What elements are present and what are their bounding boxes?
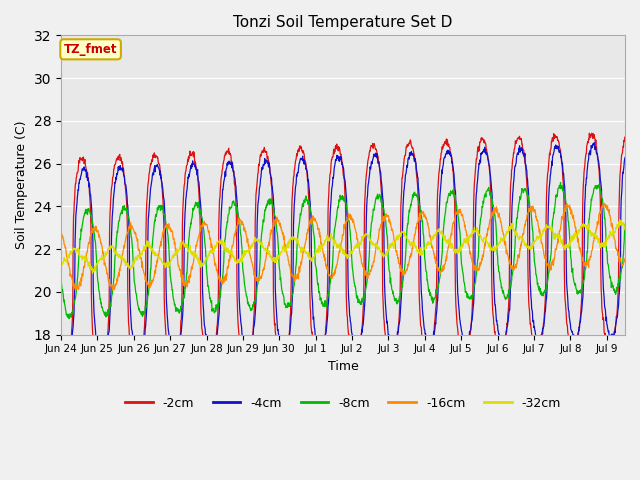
-8cm [220, 248, 228, 253]
-2cm [547, 147, 554, 153]
-16cm [170, 237, 177, 242]
-2cm [159, 194, 166, 200]
-16cm [547, 263, 554, 268]
Legend: -2cm, -4cm, -8cm, -16cm, -32cm: -2cm, -4cm, -8cm, -16cm, -32cm [120, 392, 566, 415]
-2cm [271, 329, 279, 335]
-4cm [621, 155, 629, 160]
-32cm [89, 271, 97, 276]
-32cm [484, 241, 492, 247]
X-axis label: Time: Time [328, 360, 358, 373]
Text: TZ_fmet: TZ_fmet [64, 43, 117, 56]
-8cm [170, 295, 177, 301]
-32cm [271, 255, 279, 261]
-4cm [591, 140, 598, 145]
-32cm [616, 216, 623, 222]
-8cm [57, 273, 65, 279]
-32cm [57, 263, 65, 269]
-4cm [484, 157, 492, 163]
-16cm [600, 201, 608, 206]
-4cm [63, 361, 70, 367]
Y-axis label: Soil Temperature (C): Soil Temperature (C) [15, 120, 28, 249]
-8cm [484, 187, 492, 193]
-2cm [60, 373, 68, 379]
-2cm [170, 361, 177, 367]
-4cm [220, 178, 228, 183]
Title: Tonzi Soil Temperature Set D: Tonzi Soil Temperature Set D [234, 15, 452, 30]
Line: -8cm: -8cm [61, 182, 625, 319]
-2cm [57, 362, 65, 368]
-16cm [271, 217, 279, 223]
-32cm [159, 259, 166, 265]
-2cm [484, 157, 492, 163]
-4cm [547, 171, 554, 177]
Line: -32cm: -32cm [61, 219, 625, 274]
-16cm [220, 274, 228, 279]
-32cm [170, 254, 177, 260]
-2cm [588, 130, 595, 136]
-32cm [547, 228, 554, 233]
-16cm [72, 288, 79, 293]
Line: -16cm: -16cm [61, 204, 625, 290]
-4cm [271, 287, 279, 292]
-4cm [159, 185, 166, 191]
Line: -4cm: -4cm [61, 143, 625, 364]
-8cm [557, 180, 564, 185]
-32cm [621, 224, 629, 229]
-16cm [621, 256, 629, 262]
-8cm [159, 206, 166, 212]
-4cm [170, 353, 177, 359]
-32cm [220, 246, 228, 252]
-8cm [271, 214, 279, 219]
-8cm [621, 221, 629, 227]
-16cm [159, 230, 166, 236]
-2cm [621, 134, 629, 140]
Line: -2cm: -2cm [61, 133, 625, 376]
-16cm [484, 226, 492, 231]
-16cm [57, 227, 65, 233]
-2cm [220, 157, 228, 163]
-8cm [547, 253, 554, 259]
-8cm [65, 316, 73, 322]
-4cm [57, 347, 65, 352]
